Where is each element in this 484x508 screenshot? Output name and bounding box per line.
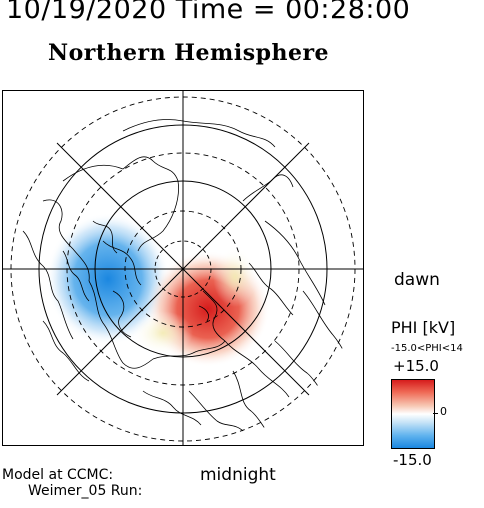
timestamp-header: 10/19/2020 Time = 00:28:00 <box>6 0 411 25</box>
colorbar <box>391 379 435 449</box>
meridian-diagonal-2 <box>56 142 310 396</box>
colorbar-min-label: -15.0 <box>393 451 432 469</box>
negative-potential-cell <box>46 213 170 345</box>
weak-positive-region <box>133 311 193 355</box>
polar-map <box>2 90 364 446</box>
polar-map-canvas <box>3 91 363 445</box>
meridian-grid <box>3 91 363 445</box>
colorbar-zero-label: 0 <box>440 405 447 418</box>
model-label: Model at CCMC: <box>2 467 114 483</box>
potential-pattern <box>46 213 270 367</box>
colorbar-range-text: -15.0<PHI<14 <box>391 343 463 354</box>
colorbar-zero-tick <box>433 413 438 414</box>
colorbar-max-label: +15.0 <box>393 357 439 375</box>
run-label: Weimer_05 Run: <box>28 483 143 499</box>
hemisphere-title: Northern Hemisphere <box>48 40 330 66</box>
dawn-label: dawn <box>394 270 440 290</box>
midnight-label: midnight <box>200 465 276 485</box>
colorbar-title: PHI [kV] <box>391 318 456 337</box>
weak-positive-region-2 <box>213 247 257 307</box>
